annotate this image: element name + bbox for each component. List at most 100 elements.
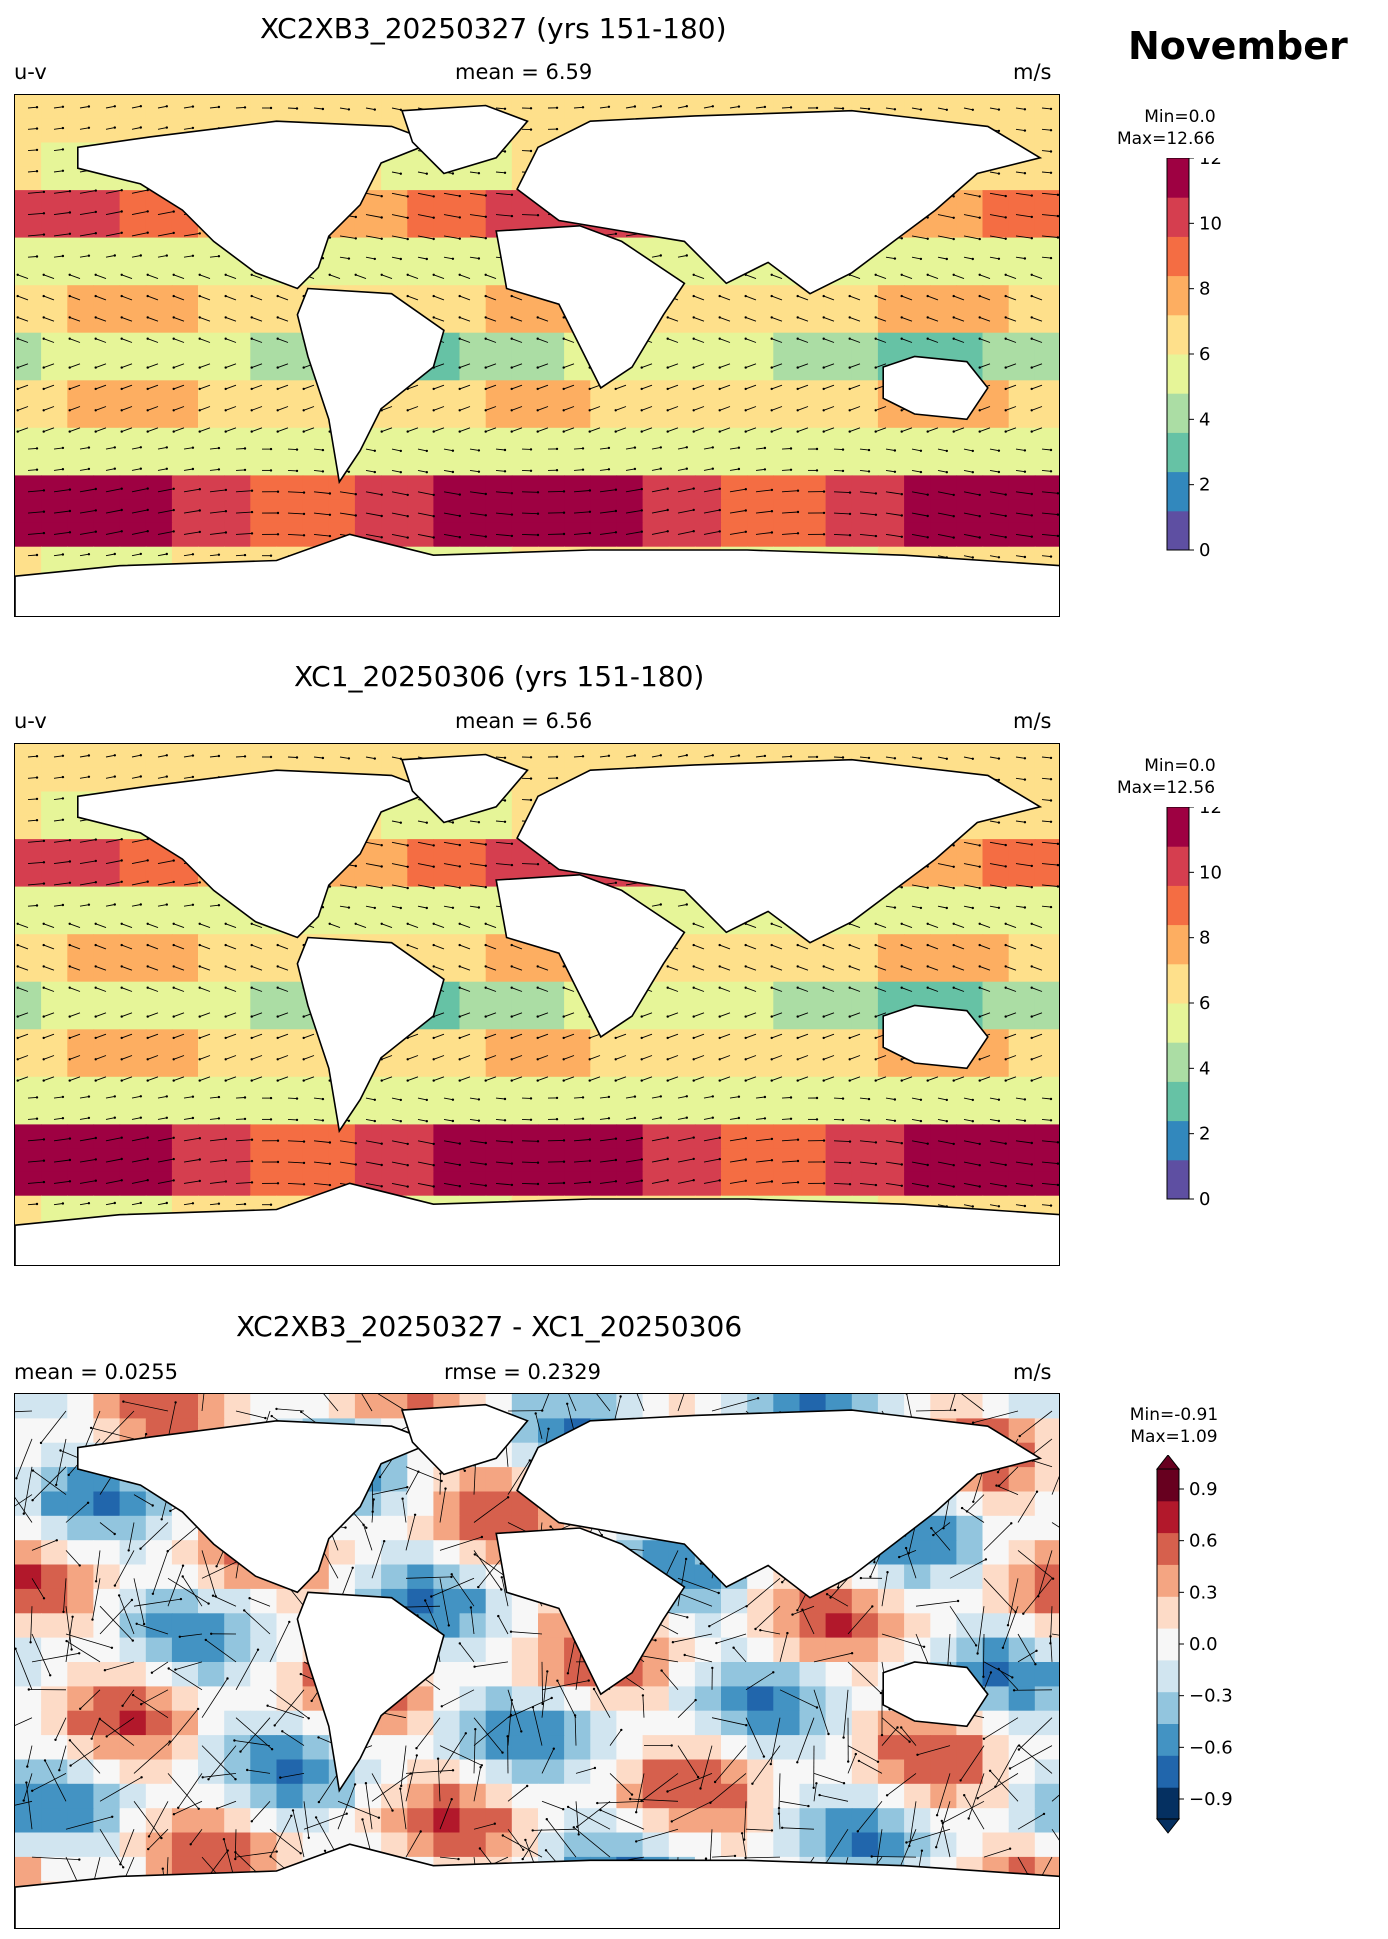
- field-cell: [747, 285, 774, 310]
- wind-vector: [17, 1055, 29, 1060]
- wind-vector: [537, 384, 549, 390]
- wind-vector: [27, 840, 44, 843]
- wind-vector: [381, 274, 393, 280]
- wind-vector-head: [432, 316, 435, 319]
- field-cell: [694, 404, 722, 429]
- wind-vector-head: [484, 237, 487, 240]
- wind-vector: [53, 233, 70, 237]
- wind-vector-head: [224, 965, 227, 968]
- wind-vector-head: [146, 273, 149, 276]
- wind-vector-head: [276, 316, 279, 319]
- wind-vector-head: [224, 337, 227, 340]
- wind-vector-head: [113, 775, 117, 778]
- wind-vector-head: [224, 409, 227, 412]
- wind-vector: [121, 316, 133, 322]
- wind-vector: [745, 1033, 757, 1039]
- wind-vector-head: [529, 128, 533, 131]
- wind-vector-head: [822, 511, 826, 515]
- wind-vector-head: [42, 489, 46, 492]
- field-cell: [773, 1124, 801, 1149]
- field-cell: [224, 1171, 251, 1197]
- wind-vector: [989, 512, 1006, 517]
- field-cell: [511, 451, 539, 476]
- field-cell: [224, 95, 251, 120]
- field-cell: [224, 958, 251, 983]
- field-cell: [93, 744, 121, 769]
- wind-vector-head: [224, 488, 228, 492]
- wind-vector-head: [874, 943, 877, 947]
- field-cell: [564, 1053, 591, 1078]
- field-cell: [41, 356, 68, 381]
- wind-vector: [53, 106, 63, 109]
- field-cell: [67, 261, 95, 286]
- field-cell: [198, 380, 225, 405]
- wind-vector: [927, 944, 939, 950]
- field-cell: [67, 309, 95, 334]
- field-cell: [1008, 451, 1036, 476]
- wind-vector-head: [94, 1058, 97, 1061]
- field-cell: [511, 1100, 539, 1125]
- wind-vector-head: [555, 447, 559, 451]
- field-cell: [668, 1005, 696, 1030]
- wind-vector-head: [692, 1015, 695, 1018]
- wind-vector: [485, 965, 497, 971]
- wind-vector: [521, 863, 539, 865]
- wind-vector-head: [952, 216, 955, 219]
- wind-vector-head: [373, 257, 376, 261]
- field-cell: [276, 1148, 304, 1173]
- wind-vector: [209, 447, 219, 450]
- wind-vector: [69, 1033, 81, 1039]
- field-cell: [198, 1076, 225, 1102]
- wind-vector: [69, 965, 81, 971]
- wind-vector: [277, 363, 289, 369]
- wind-vector: [885, 533, 902, 538]
- wind-vector-head: [841, 107, 845, 110]
- field-cell: [668, 451, 696, 476]
- wind-vector: [105, 838, 122, 843]
- wind-vector: [157, 860, 174, 865]
- wind-vector-head: [68, 509, 72, 513]
- wind-vector: [511, 1055, 523, 1060]
- wind-vector: [225, 363, 237, 369]
- field-cell: [799, 1029, 827, 1054]
- wind-vector: [937, 512, 954, 517]
- wind-vector-head: [432, 273, 435, 276]
- wind-vector-head: [1030, 273, 1033, 276]
- wind-vector: [27, 798, 38, 801]
- wind-vector-head: [614, 1036, 617, 1040]
- wind-vector: [719, 987, 731, 992]
- wind-vector-head: [1004, 843, 1007, 847]
- colorbar-tick-label: 12: [1199, 158, 1222, 169]
- wind-vector-head: [35, 255, 39, 258]
- field-cell: [642, 499, 670, 524]
- field-cell: [538, 1148, 565, 1173]
- wind-vector-head: [269, 469, 273, 472]
- wind-vector-head: [926, 943, 929, 947]
- wind-vector-head: [1004, 387, 1007, 391]
- wind-vector: [287, 491, 305, 494]
- wind-vector-head: [659, 254, 662, 257]
- field-cell: [956, 839, 984, 864]
- field-cell: [773, 981, 801, 1007]
- wind-vector: [277, 1055, 289, 1060]
- wind-vector-head: [458, 316, 461, 319]
- field-cell: [407, 427, 435, 453]
- wind-vector: [69, 427, 81, 433]
- wind-vector-head: [432, 886, 435, 890]
- wind-vector: [963, 884, 980, 889]
- field-cell: [538, 1029, 565, 1054]
- field-cell: [354, 213, 382, 239]
- wind-vector: [27, 234, 44, 237]
- wind-vector: [875, 274, 887, 280]
- wind-vector: [511, 427, 523, 433]
- wind-vector: [849, 427, 861, 433]
- wind-vector: [693, 1076, 705, 1082]
- wind-vector: [417, 469, 427, 473]
- wind-vector: [1041, 884, 1058, 887]
- wind-vector-head: [1030, 492, 1033, 496]
- wind-vector-head: [503, 820, 507, 823]
- wind-vector-head: [1004, 1058, 1007, 1061]
- wind-vector-head: [822, 533, 826, 536]
- wind-vector-head: [1023, 172, 1027, 175]
- wind-vector-head: [224, 922, 227, 925]
